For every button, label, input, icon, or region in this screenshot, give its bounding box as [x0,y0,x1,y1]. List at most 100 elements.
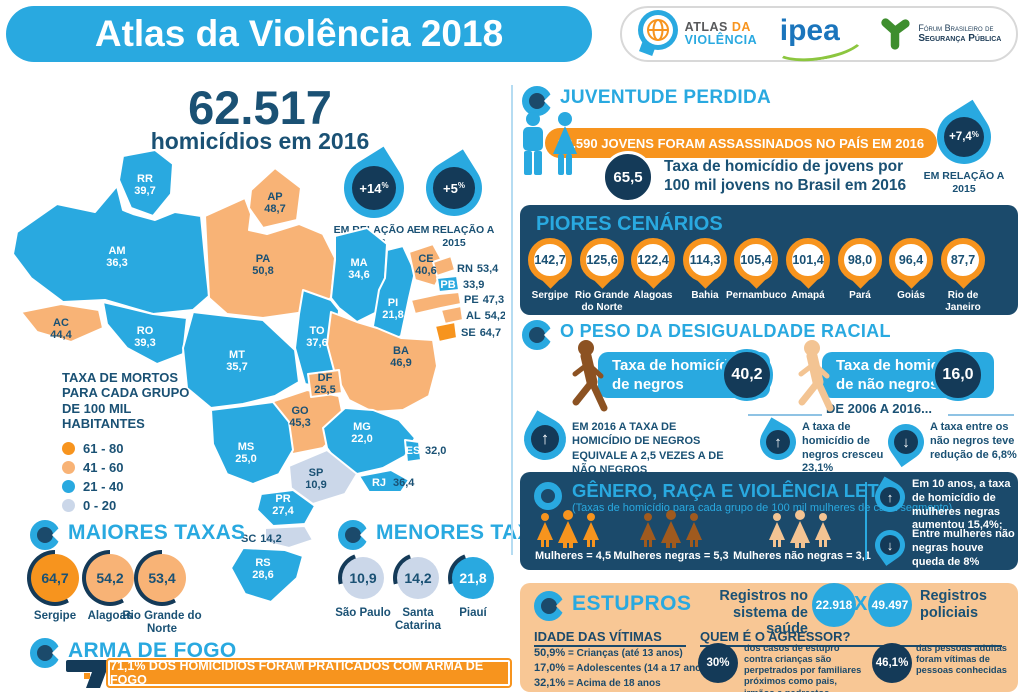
genero-box: GÊNERO, RAÇA E VIOLÊNCIA LETAL (Taxas de… [520,472,1018,570]
arma-bullet-icon [30,638,67,668]
women-trio-icon [640,510,702,548]
arma-banner: 71,1% DOS HOMICÍDIOS FORAM PRATICADOS CO… [106,658,512,688]
state-label-ce: CE [418,253,433,265]
globe-icon [646,19,669,41]
column-divider [511,85,513,555]
state-value-pa: 50,8 [252,265,273,277]
state-label-mg: MG [353,421,371,433]
legend-swatch [62,461,75,475]
forum-mark-icon [881,18,910,50]
period-line-left [748,414,822,416]
genero-label-1: Mulheres = 4,5 [534,550,612,562]
racial-left-label: Taxa de homicídio de negros [612,357,742,393]
state-label-pb: PB [440,279,455,291]
registros-policiais-label: Registros policiais [920,588,987,621]
piores-box: PIORES CENÁRIOS 142,7 Sergipe 125,6 Rio … [520,205,1018,315]
state-label-se: SE 64,7 [461,327,501,339]
total-homicides-label: homicídios em 2016 [150,128,370,154]
state-label-rr: RR [137,173,153,185]
genero-down-droplet: ↓ [869,524,911,566]
state-sc [264,525,314,549]
maiores-title: MAIORES TAXAS [68,521,246,544]
pin-rn: 125,6 Rio Grande do Norte [572,238,632,313]
state-value-rr: 39,7 [134,185,155,197]
state-label-rs: RS [255,557,270,569]
maiores-label-1: Sergipe [33,610,77,622]
man-woman-icon [523,112,577,175]
youth-rate-text: Taxa de homicídio de jovens por 100 mil … [664,158,907,195]
state-value-ma: 34,6 [348,269,369,281]
state-pe [410,291,462,315]
maiores-circle-3: 53,4 [134,550,190,606]
state-ro [102,301,188,365]
page-title: Atlas da Violência 2018 [6,6,592,62]
estupros-bullet-icon [534,591,571,621]
walking-person-black-icon [572,340,608,412]
state-label-sp: SP [309,467,324,479]
state-pa [204,197,336,319]
state-df [307,369,343,398]
menores-circle-3: 21,8 [448,553,498,603]
pin-para: 98,0 Pará [830,238,890,302]
state-value-pi: 21,8 [382,309,403,321]
period-line-right [948,414,1014,416]
state-label-to: TO [309,325,325,337]
estupros-title: ESTUPROS [572,592,692,615]
state-value-ba: 46,9 [390,357,411,369]
menores-circle-2: 14,2 [393,553,443,603]
arma-title: ARMA DE FOGO [68,639,237,662]
piores-title: PIORES CENÁRIOS [536,213,723,235]
up-arrow-icon: ↑ [530,424,560,454]
pin-rio: 87,7 Rio de Janeiro [933,238,993,313]
state-label-al: AL 54,2 [466,310,505,322]
menores-bullet-icon [338,520,375,550]
state-value-mg: 22,0 [351,433,372,445]
total-homicides-value: 62.517 [188,81,332,134]
maiores-circle-1: 64,7 [27,550,83,606]
state-ms [210,401,294,485]
state-rj [358,469,410,493]
state-rs [230,547,304,603]
state-label-pa: PA [256,253,271,265]
atlas-logo-text: ATLAS DA VIOLÊNCIA [684,19,758,47]
genero-divider [865,482,867,560]
state-label-ap: AP [267,191,282,203]
juventude-bullet-icon [522,86,559,116]
genero-subtitle: (Taxas de homicídio para cada grupo de 1… [572,502,953,514]
genero-note-1: Em 10 anos, a taxa de homicídio de mulhe… [912,478,1011,532]
state-label-ma: MA [350,257,367,269]
state-value-go: 45,3 [289,417,310,429]
state-am [12,185,210,315]
state-value-sp: 10,9 [305,479,326,491]
up-arrow-icon: ↑ [879,486,901,508]
title-bold: Violência 2018 [248,13,504,54]
pin-sergipe: 142,7 Sergipe [520,238,580,302]
gun-icon [66,660,108,688]
maiores-bullet-icon [30,520,67,550]
state-label-go: GO [291,405,309,417]
state-value-rs: 28,6 [252,569,273,581]
genero-note-2: Entre mulheres não negras houve queda de… [912,528,1015,568]
badge-vs-2006: +14% [332,146,416,230]
brazil-map: RR 39,7 AP 48,7 AM 36,3 PA 50,8 MA 34,6 … [12,150,505,603]
legend-swatch [62,442,75,456]
menores-label-1: São Paulo [335,607,391,619]
state-label-mt: MT [229,349,245,361]
racial-left-value: 40,2 [721,349,773,401]
genero-label-2: Mulheres negras = 5,3 [613,550,729,562]
state-pb [436,275,460,293]
menores-label-3: Piauí [459,607,487,619]
idade-item-2: 17,0% = Adolescentes (14 a 17 anos) [534,662,711,674]
agressor-circle-2: 46,1% [872,643,912,683]
maiores-circle-2: 54,2 [82,550,138,606]
agressor-title: QUEM É O AGRESSOR? [700,629,1002,647]
state-mt [182,311,300,409]
state-label-pr: PR [275,493,290,505]
racial-change-up-droplet: ↑ [753,417,803,467]
genero-bullet-icon [534,482,562,510]
pin-amapa: 101,4 Amapá [778,238,838,302]
idade-item-1: 50,9% = Crianças (até 13 anos) [534,647,683,659]
youth-rate-circle: 65,5 [602,151,654,203]
state-label-ac: AC [53,317,69,329]
racial-period-title: DE 2006 A 2016... [826,401,932,416]
